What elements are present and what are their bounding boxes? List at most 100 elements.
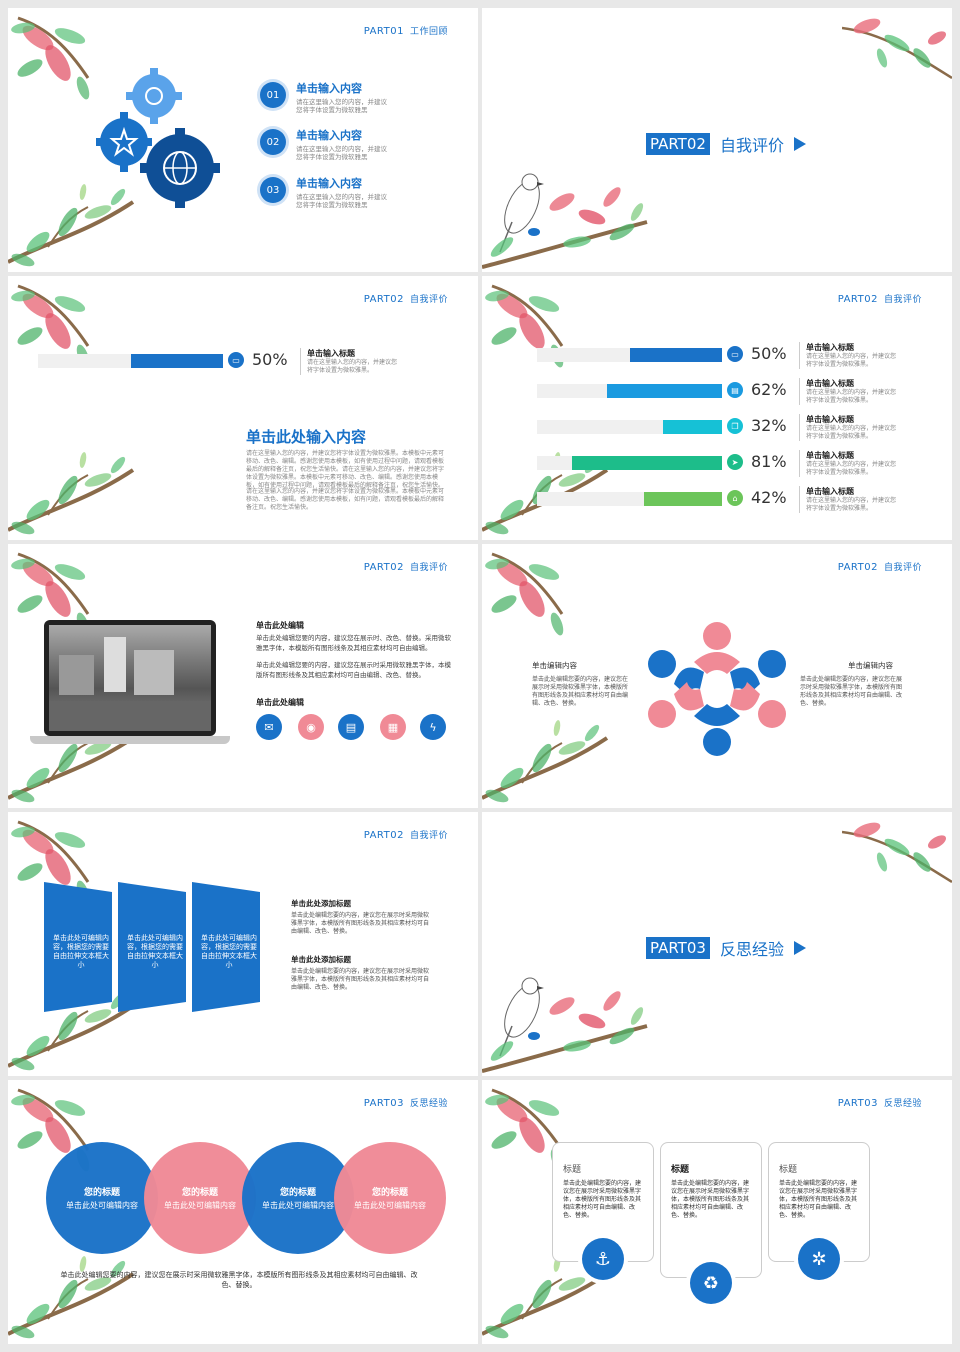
part-tag: PART02 自我评价 xyxy=(363,830,448,841)
circle-title: 您的标题 xyxy=(181,1188,218,1198)
bar-title[interactable]: 单击输入标题 xyxy=(806,379,854,388)
part-tag: PART03 反思经验 xyxy=(363,1098,448,1109)
slide-8[interactable]: PART03 反思经验 xyxy=(482,812,952,1076)
slide-4[interactable]: PART02 自我评价 ▭ 50% 单击输入标题 请在这里输入您的内容，并建议您将字体设… xyxy=(482,276,952,540)
number-badge: 01 xyxy=(260,82,286,108)
trapezoid-shape xyxy=(192,882,260,1012)
percent-label: 50% xyxy=(252,350,288,369)
body-paragraph: 单击此处编辑您要的内容，建议您在展示时采用微软雅黑字体，本模版所有图形线条及其相… xyxy=(256,661,451,679)
number-badge: 02 xyxy=(260,129,286,155)
item-title[interactable]: 单击输入内容 xyxy=(296,82,362,95)
part-tag: PART02 自我评价 xyxy=(363,294,448,305)
play-arrow-icon xyxy=(793,137,806,151)
recycle-icon: ♻ xyxy=(690,1262,732,1304)
part-number: PART03 xyxy=(646,937,710,959)
bar-note: 单击输入标题 请在这里输入您的内容，并建议您将字体设置为微软雅黑。 xyxy=(799,378,899,405)
trapezoid-shape xyxy=(44,882,112,1012)
calendar-icon[interactable]: ▦ xyxy=(380,714,406,740)
slide-10[interactable]: PART03 反思经验 标题 单击此处编辑您要的内容，建议您在展示时采用微软雅黑字体… xyxy=(482,1080,952,1344)
monitor-icon: ▭ xyxy=(228,352,244,368)
flower-decoration-bottom xyxy=(482,717,609,807)
people-icon-topright xyxy=(730,650,786,696)
body-paragraph: 请在这里输入您的内容，并建议您将字体设置为微软雅黑。本模板中元素可移动、改色、编… xyxy=(246,450,445,489)
slide-1[interactable]: PART01 工作回顾 01 单击输入内容 请在这里输入您的内容，并建议您将字体设置… xyxy=(8,8,478,272)
section-title[interactable]: 单击此处编辑 xyxy=(256,698,304,707)
part-tag: PART03 反思经验 xyxy=(837,1098,922,1109)
bar-title[interactable]: 单击输入标题 xyxy=(806,487,854,496)
part-tag: PART02 自我评价 xyxy=(363,562,448,573)
list-item: 03 单击输入内容 请在这里输入您的内容，并建议您将字体设置为微软雅黑 xyxy=(260,175,391,209)
bar-desc: 请在这里输入您的内容，并建议您将字体设置为微软雅黑。 xyxy=(806,353,897,368)
trapezoid-shape xyxy=(118,882,186,1012)
bolt-icon[interactable]: ϟ xyxy=(420,714,446,740)
part-name[interactable]: 自我评价 xyxy=(719,136,784,155)
progress-bar-track xyxy=(537,492,722,506)
percent-label: 50% xyxy=(751,344,787,363)
content-heading[interactable]: 单击此处输入内容 xyxy=(246,428,367,446)
section-title[interactable]: 单击此处添加标题 xyxy=(291,899,351,908)
trapezoid-boxes xyxy=(44,882,260,1012)
circle-title: 您的标题 xyxy=(279,1188,316,1198)
body-paragraph: 请在这里输入您的内容，并建议您将字体设置为微软雅黑。本模板中元素可移动、改色、编… xyxy=(246,488,445,511)
progress-bar-fill xyxy=(662,420,722,434)
camera-icon[interactable]: ◉ xyxy=(298,714,324,740)
keyboard-icon[interactable]: ▤ xyxy=(338,714,364,740)
percent-label: 32% xyxy=(751,416,787,435)
slide-7[interactable]: PART02 自我评价 单击此处可编辑内容，根据您的需要自由拉伸文本框大小 单击此… xyxy=(8,812,478,1076)
progress-bar-fill xyxy=(130,354,223,368)
circle-subtitle: 单击此处可编辑内容 xyxy=(262,1201,334,1210)
send-icon: ➤ xyxy=(727,454,743,470)
section-desc: 单击此处编辑您要的内容，建议您在展示时采用微软雅黑字体，本模版所有图形线条及其相… xyxy=(291,968,430,991)
footer-text: 单击此处编辑您要的内容，建议您在展示时采用微软雅黑字体，本模版所有图形线条及其相… xyxy=(60,1271,418,1289)
bar-desc: 请在这里输入您的内容，并建议您将字体设置为微软雅黑。 xyxy=(806,497,897,512)
percent-label: 42% xyxy=(751,488,787,507)
document-icon: ▤ xyxy=(727,382,743,398)
slide-3[interactable]: PART02 自我评价 ▭ 50% 单击输入标题 请在这里输入您的内容，并建议您将字… xyxy=(8,276,478,540)
circle-card[interactable]: 您的标题 单击此处可编辑内容 xyxy=(46,1142,158,1254)
box-text[interactable]: 单击此处可编辑内容，根据您的需要自由拉伸文本框大小 xyxy=(53,934,109,969)
progress-bar-track xyxy=(537,384,722,398)
box-text[interactable]: 单击此处可编辑内容，根据您的需要自由拉伸文本框大小 xyxy=(127,934,183,969)
slide-9[interactable]: PART03 反思经验 您的标题 单击此处可编辑内容 您的标题 单击此处可编辑内容 您… xyxy=(8,1080,478,1344)
percent-label: 81% xyxy=(751,452,787,471)
progress-bar-fill xyxy=(607,384,722,398)
percent-label: 62% xyxy=(751,380,787,399)
section-title[interactable]: 单击此处编辑 xyxy=(256,621,304,630)
bar-desc: 请在这里输入您的内容，并建议您将字体设置为微软雅黑。 xyxy=(806,389,897,404)
bar-title[interactable]: 单击输入标题 xyxy=(307,349,355,358)
right-title[interactable]: 单击编辑内容 xyxy=(848,661,893,670)
box-text[interactable]: 单击此处可编辑内容，根据您的需要自由拉伸文本框大小 xyxy=(201,934,257,969)
circle-card[interactable]: 您的标题 单击此处可编辑内容 xyxy=(334,1142,446,1254)
bar-note: 单击输入标题 请在这里输入您的内容，并建议您将字体设置为微软雅黑。 xyxy=(300,348,400,375)
item-desc: 请在这里输入您的内容，并建议您将字体设置为微软雅黑 xyxy=(296,145,387,161)
info-card[interactable]: 标题 单击此处编辑您要的内容，建议您在展示时采用微软雅黑字体，本模版所有图形线条及… xyxy=(660,1142,762,1278)
star-icon xyxy=(96,112,152,172)
circle-card[interactable]: 您的标题 单击此处可编辑内容 xyxy=(144,1142,256,1254)
bar-title[interactable]: 单击输入标题 xyxy=(806,415,854,424)
part-name[interactable]: 反思经验 xyxy=(719,940,784,959)
flower-decoration-top-right xyxy=(842,14,952,80)
gear-icon xyxy=(126,68,182,124)
progress-bar-fill xyxy=(629,348,722,362)
bar-title[interactable]: 单击输入标题 xyxy=(806,343,854,352)
section-title[interactable]: 单击此处添加标题 xyxy=(291,955,351,964)
mail-icon[interactable]: ✉ xyxy=(256,714,282,740)
bar-title[interactable]: 单击输入标题 xyxy=(806,451,854,460)
item-title[interactable]: 单击输入内容 xyxy=(296,177,362,190)
bar-note: 单击输入标题 请在这里输入您的内容，并建议您将字体设置为微软雅黑。 xyxy=(799,450,899,477)
progress-bar-track xyxy=(38,354,223,368)
slide-5[interactable]: PART02 自我评价 单击此处编辑 单击此处编辑您要的内容，建议您在展示时、改色… xyxy=(8,544,478,808)
left-title[interactable]: 单击编辑内容 xyxy=(532,661,577,670)
bar-note: 单击输入标题 请在这里输入您的内容，并建议您将字体设置为微软雅黑。 xyxy=(799,414,899,441)
item-title[interactable]: 单击输入内容 xyxy=(296,129,362,142)
info-card[interactable]: 标题 单击此处编辑您要的内容，建议您在展示时采用微软雅黑字体，本模版所有图形线条及… xyxy=(768,1142,870,1262)
star-people-diagram xyxy=(648,622,786,756)
progress-bar-fill xyxy=(644,492,722,506)
people-icon-bottomleft xyxy=(648,682,704,728)
body-paragraph: 单击此处编辑您要的内容，建议您在展示时、改色、替换。采用微软雅黑字体，本模版所有… xyxy=(256,634,451,652)
card-desc: 单击此处编辑您要的内容，建议您在展示时采用微软雅黑字体，本模版所有图形线条及其相… xyxy=(671,1180,750,1219)
people-icon-top xyxy=(694,622,740,674)
slide-2[interactable]: PART02 自我评价 xyxy=(482,8,952,272)
circle-title: 您的标题 xyxy=(371,1188,408,1198)
slide-6[interactable]: PART02 自我评价 单击编辑内容 单击此处编辑您要的内容，建议您在展示时采用微… xyxy=(482,544,952,808)
